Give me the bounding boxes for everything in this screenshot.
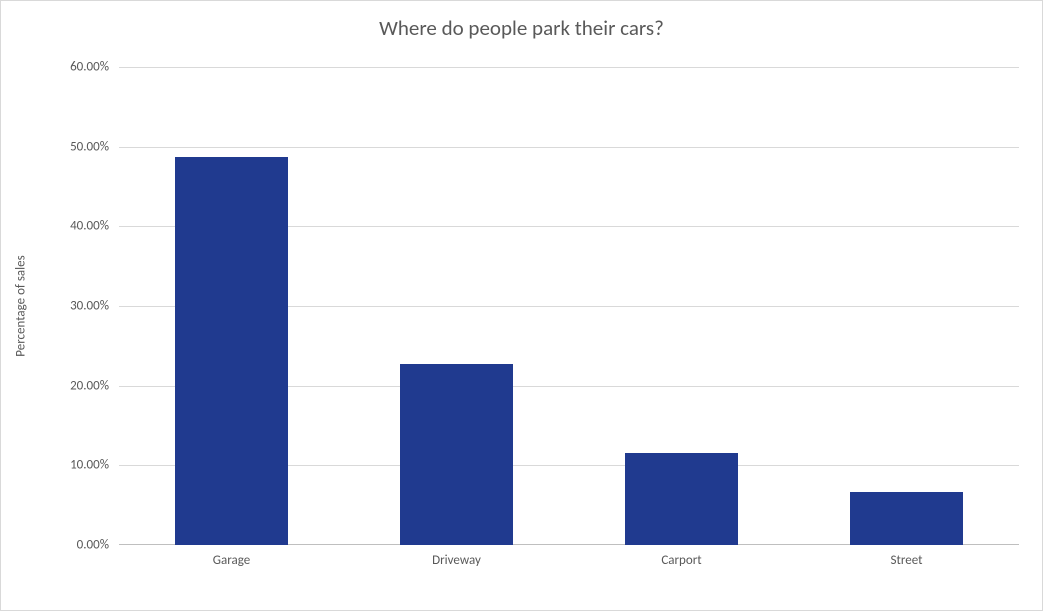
gridline — [119, 67, 1019, 68]
y-axis-title: Percentage of sales — [14, 255, 29, 356]
y-tick-label: 20.00% — [70, 378, 109, 393]
plot-area: 0.00%10.00%20.00%30.00%40.00%50.00%60.00… — [119, 67, 1019, 545]
chart-frame: Where do people park their cars? Percent… — [0, 0, 1043, 611]
gridline — [119, 147, 1019, 148]
x-tick-label: Driveway — [432, 553, 481, 568]
x-tick-label: Garage — [213, 553, 250, 568]
x-tick-label: Street — [891, 553, 923, 568]
x-tick-label: Carport — [661, 553, 701, 568]
x-axis-labels: Garage Driveway Carport Street — [119, 553, 1019, 583]
chart-title: Where do people park their cars? — [1, 15, 1042, 41]
y-tick-label: 50.00% — [70, 139, 109, 154]
bar — [850, 492, 963, 545]
y-tick-label: 10.00% — [70, 458, 109, 473]
y-tick-label: 60.00% — [70, 60, 109, 75]
bar — [400, 364, 513, 545]
bar — [175, 157, 288, 545]
bar — [625, 453, 738, 545]
y-tick-label: 30.00% — [70, 299, 109, 314]
y-tick-label: 0.00% — [77, 538, 109, 553]
y-tick-label: 40.00% — [70, 219, 109, 234]
